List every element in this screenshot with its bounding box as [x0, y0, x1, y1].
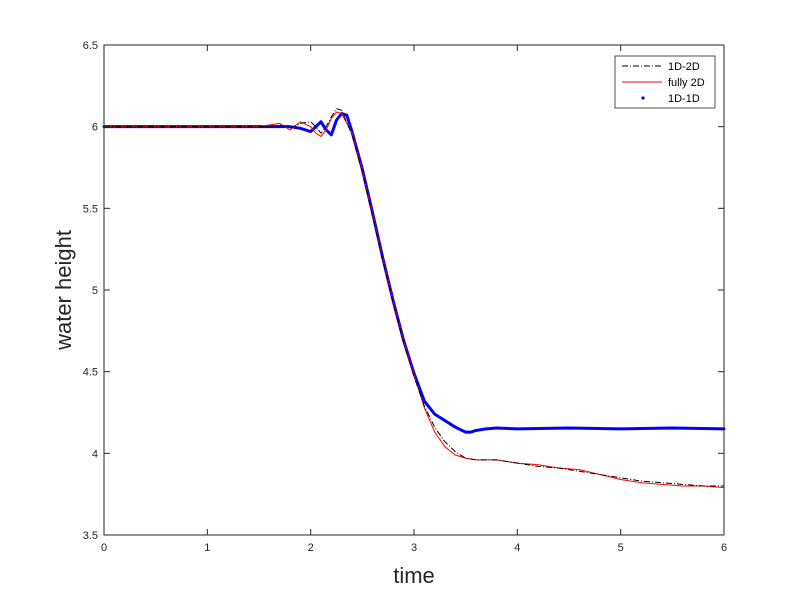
legend-label-1d-1d: 1D-1D	[668, 93, 700, 105]
x-tick-label: 4	[514, 542, 520, 554]
y-tick-label: 6.5	[83, 40, 98, 52]
y-tick-label: 5	[92, 285, 98, 297]
y-tick-label: 3.5	[83, 530, 98, 542]
x-tick-label: 1	[204, 542, 210, 554]
y-axis-ticks: 3.5 4 4.5 5 5.5 6 6.5	[83, 40, 724, 542]
plot-area	[104, 45, 724, 535]
y-tick-label: 4.5	[83, 367, 98, 379]
x-axis-ticks: 0 1 2 3 4 5 6	[101, 45, 727, 554]
x-tick-label: 6	[721, 542, 727, 554]
y-tick-label: 5.5	[83, 203, 98, 215]
x-tick-label: 0	[101, 542, 107, 554]
x-tick-label: 3	[411, 542, 417, 554]
legend-label-fully-2d: fully 2D	[668, 77, 705, 89]
series-line-1d-2d	[104, 108, 724, 487]
series-layer	[102, 108, 726, 489]
y-tick-label: 6	[92, 122, 98, 134]
legend-label-1d-2d: 1D-2D	[668, 61, 700, 73]
x-tick-label: 5	[618, 542, 624, 554]
legend-swatch-1d-1d	[641, 96, 645, 100]
x-tick-label: 2	[308, 542, 314, 554]
y-axis-label: water height	[51, 230, 76, 351]
y-tick-label: 4	[92, 448, 98, 460]
legend: 1D-2D fully 2D 1D-1D	[614, 55, 716, 109]
x-axis-label: time	[393, 563, 435, 588]
